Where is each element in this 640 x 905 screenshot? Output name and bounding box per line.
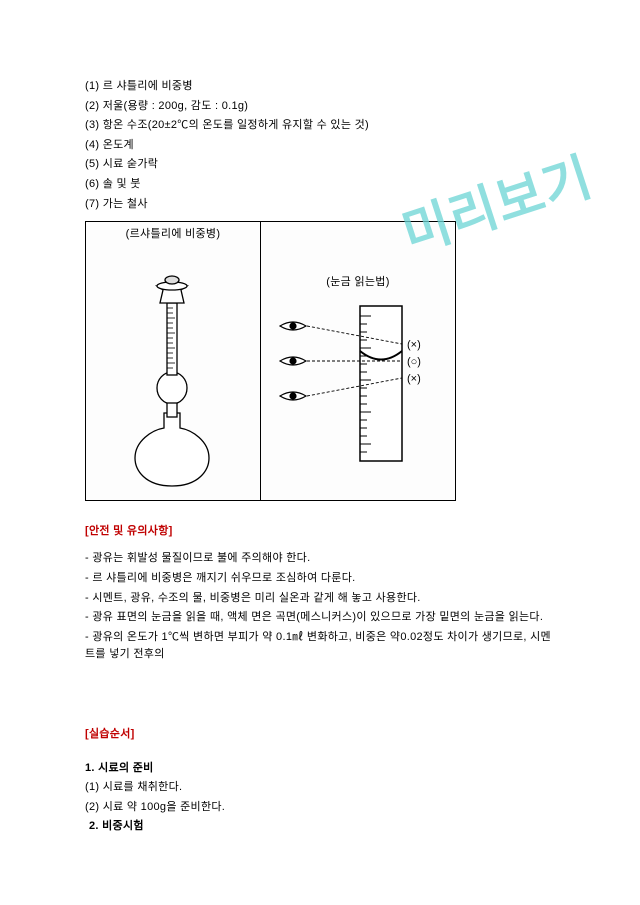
procedure-step1-item: (1) 시료를 채취한다. [85, 779, 555, 797]
figure-left-caption: (르샤틀리에 비중병) [90, 226, 256, 244]
equipment-list: (1) 르 샤틀리에 비중병 (2) 저울(용량 : 200g, 감도 : 0.… [85, 78, 555, 213]
equip-item: (1) 르 샤틀리에 비중병 [85, 78, 555, 96]
procedure-step2-title: 2. 비중시험 [89, 818, 555, 836]
safety-line: - 광유 표면의 눈금을 읽을 때, 액체 면은 곡면(메스니커스)이 있으므로… [85, 609, 555, 627]
procedure-step1-title: 1. 시료의 준비 [85, 760, 555, 778]
le-chatelier-flask-icon [90, 248, 255, 496]
equip-item: (4) 온도계 [85, 137, 555, 155]
procedure-header: [실습순서] [85, 726, 555, 744]
safety-line: - 광유는 휘발성 물질이므로 불에 주의해야 한다. [85, 550, 555, 568]
equip-item: (7) 가는 철사 [85, 196, 555, 214]
equip-item: (2) 저울(용량 : 200g, 감도 : 0.1g) [85, 98, 555, 116]
figure-table: (르샤틀리에 비중병) [85, 221, 456, 501]
mark-wrong-bottom: (×) [407, 373, 421, 385]
figure-right-caption: (눈금 읽는법) [265, 274, 451, 292]
mark-correct: (○) [407, 356, 421, 368]
safety-line: - 광유의 온도가 1℃씩 변하면 부피가 약 0.1㎖ 변화하고, 비중은 약… [85, 629, 555, 664]
safety-line: - 시멘트, 광유, 수조의 물, 비중병은 미리 실온과 같게 해 놓고 사용… [85, 590, 555, 608]
meniscus-reading-icon: (×) (○) (×) [265, 296, 450, 476]
equip-item: (6) 솔 및 붓 [85, 176, 555, 194]
equip-item: (5) 시료 숟가락 [85, 156, 555, 174]
safety-header: [안전 및 유의사항] [85, 523, 555, 541]
equip-item: (3) 항온 수조(20±2℃의 온도를 일정하게 유지할 수 있는 것) [85, 117, 555, 135]
safety-body: - 광유는 휘발성 물질이므로 불에 주의해야 한다. - 르 샤틀리에 비중병… [85, 550, 555, 664]
mark-wrong-top: (×) [407, 339, 421, 351]
procedure-step1-item: (2) 시료 약 100g을 준비한다. [85, 799, 555, 817]
safety-line: - 르 샤틀리에 비중병은 깨지기 쉬우므로 조심하여 다룬다. [85, 570, 555, 588]
